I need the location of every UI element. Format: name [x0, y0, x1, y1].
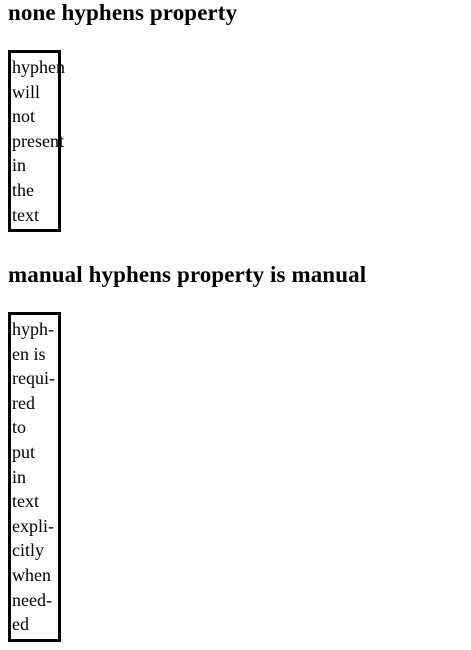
text-line: will: [12, 81, 41, 102]
text-line: to: [12, 417, 27, 438]
section-hyphens-manual: manual hyphens property is manual hyph- …: [8, 262, 366, 642]
text-line: not: [12, 106, 36, 127]
text-line: red: [12, 392, 35, 413]
text-line: when: [12, 564, 51, 585]
text-line: hyphen: [12, 57, 65, 77]
text-box-none: hyphen will not present in the text: [8, 50, 65, 233]
heading-manual: manual hyphens property is manual: [8, 262, 367, 287]
text-line: the: [12, 179, 34, 200]
text-line: requi-: [12, 368, 55, 389]
text-line: put: [12, 441, 36, 462]
text-line: en is: [12, 343, 46, 364]
section-hyphens-none: none hyphens property hyphen will not pr…: [8, 0, 238, 233]
text-line: present: [12, 130, 64, 151]
text-line: in: [12, 155, 27, 176]
text-line: need-: [12, 589, 52, 610]
text-line: hyph-: [12, 319, 54, 339]
text-line: in: [12, 466, 27, 487]
text-box-manual: hyph- en is requi- red to put in text ex…: [8, 312, 61, 642]
text-line: ed: [12, 614, 29, 635]
heading-none: none hyphens property: [8, 0, 238, 25]
text-line: text: [12, 204, 39, 225]
text-line: text: [12, 491, 39, 512]
text-line: citly: [12, 540, 44, 561]
text-line: expli-: [12, 515, 54, 536]
